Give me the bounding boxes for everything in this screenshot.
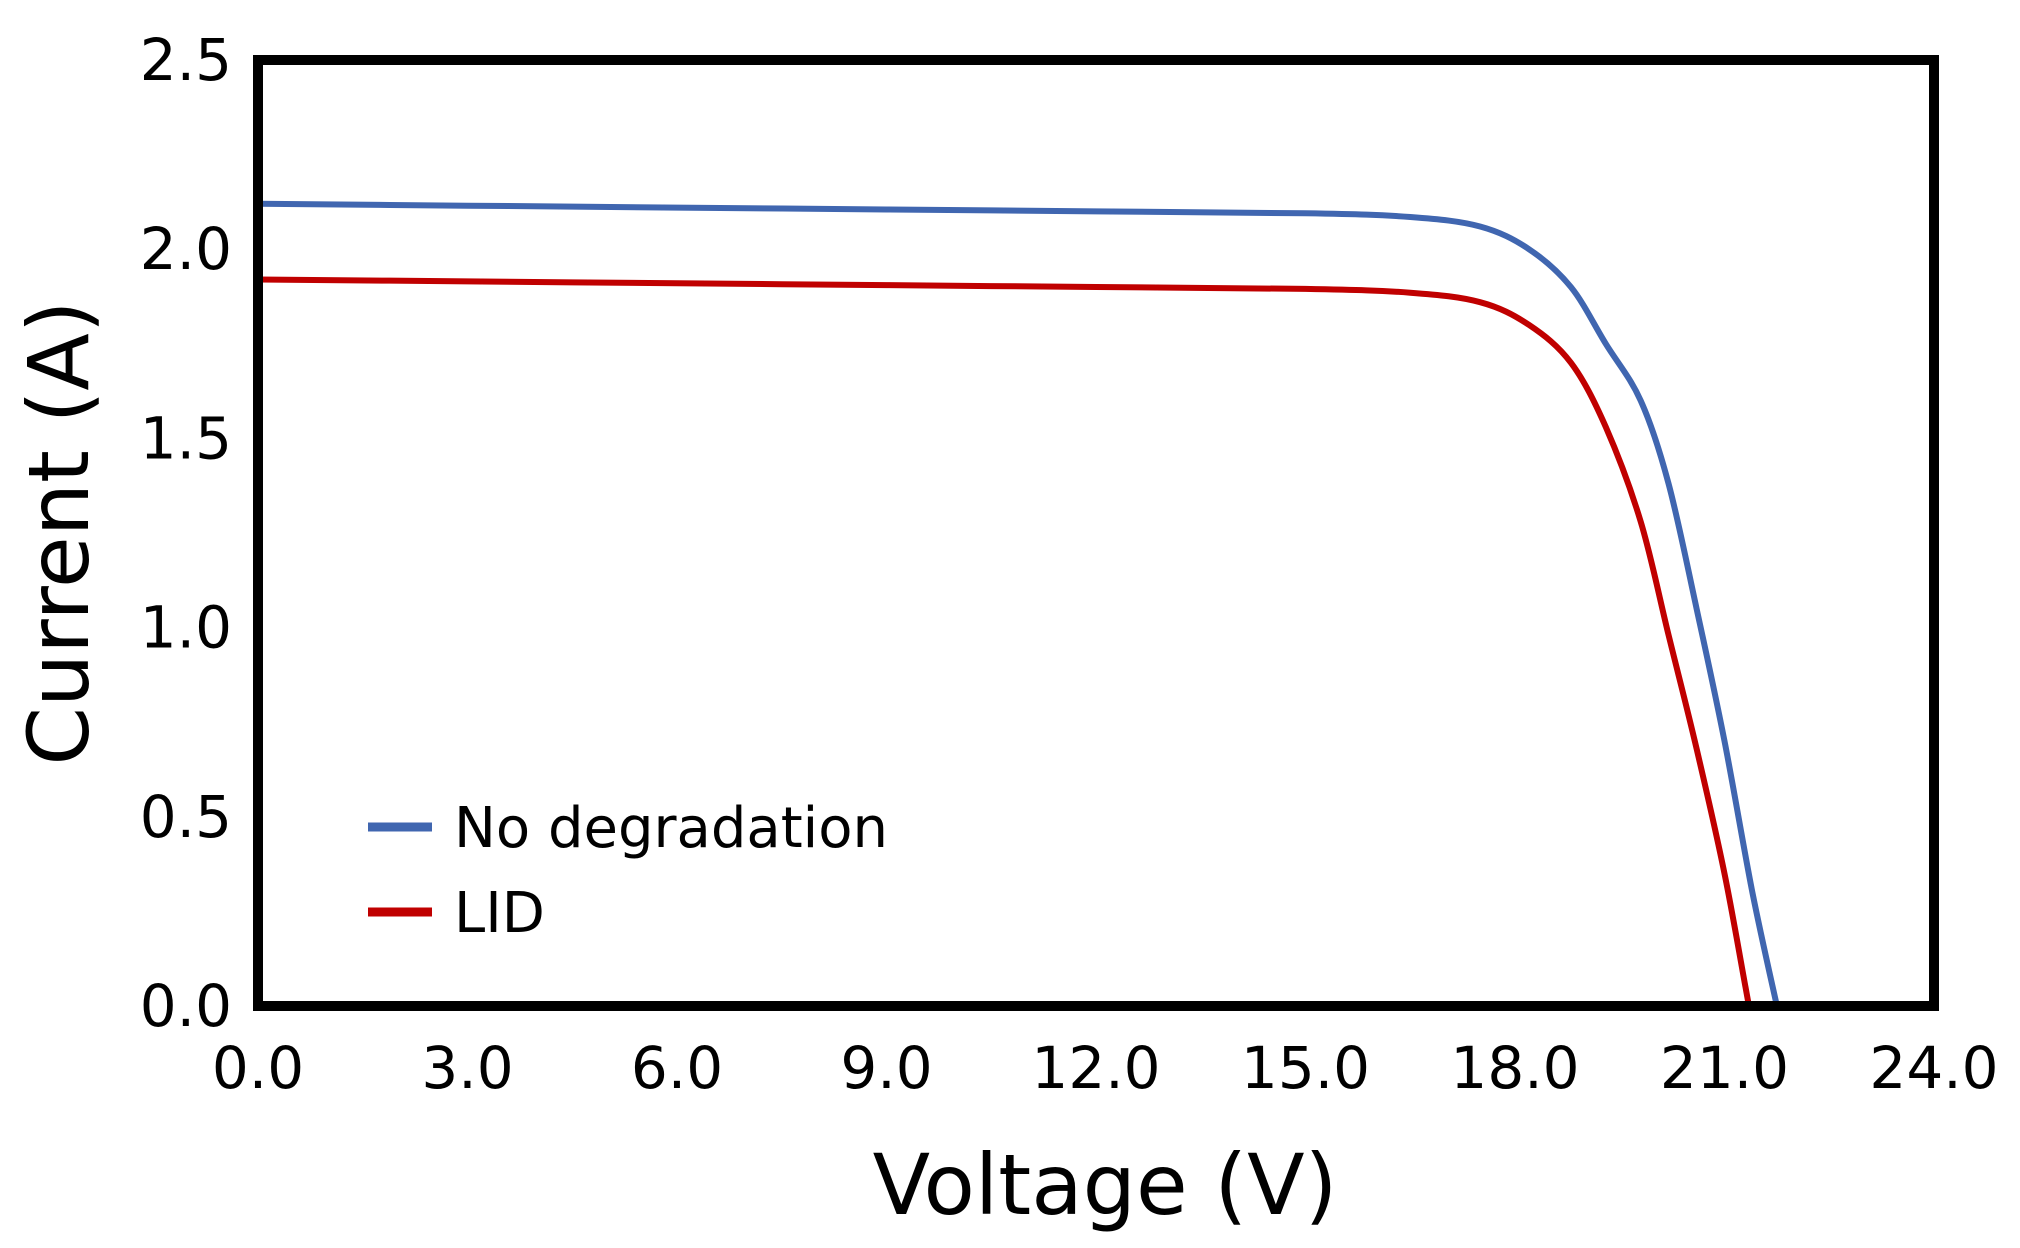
x-tick-label: 0.0 [212,1034,304,1102]
x-tick-label: 12.0 [1031,1034,1160,1102]
y-tick-label: 0.5 [140,783,232,851]
plot-frame [253,55,1939,1011]
y-tick-label: 2.5 [140,26,232,94]
y-tick-label: 2.0 [140,215,232,283]
legend: No degradation LID [368,796,888,946]
y-tick-label: 0.0 [140,972,232,1040]
y-tick-label: 1.0 [140,594,232,662]
x-axis-ticks: 0.0 3.0 6.0 9.0 12.0 15.0 18.0 21.0 24.0 [212,1034,1999,1102]
x-tick-label: 3.0 [421,1034,513,1102]
x-tick-label: 9.0 [840,1034,932,1102]
series-layer [257,200,1780,1007]
x-tick-label: 6.0 [631,1034,723,1102]
y-axis-ticks: 0.0 0.5 1.0 1.5 2.0 2.5 [140,26,232,1040]
series-line-lid [257,276,1752,1007]
x-tick-label: 21.0 [1660,1034,1789,1102]
series-line-no-degradation [257,200,1780,1007]
x-tick-label: 18.0 [1450,1034,1579,1102]
y-tick-label: 1.5 [140,404,232,472]
x-tick-label: 24.0 [1869,1034,1998,1102]
legend-label-lid: LID [454,881,545,946]
legend-label-no-degradation: No degradation [454,796,888,861]
x-axis-title: Voltage (V) [873,1136,1338,1234]
y-axis-title: Current (A) [10,300,108,765]
x-tick-label: 15.0 [1241,1034,1370,1102]
